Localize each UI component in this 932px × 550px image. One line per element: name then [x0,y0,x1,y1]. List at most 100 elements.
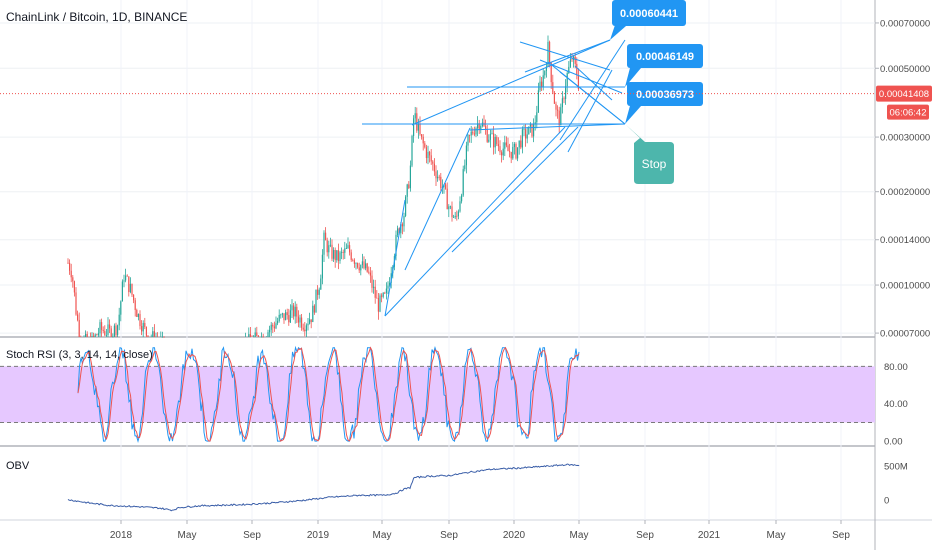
candle-body [113,325,115,337]
price-callout-pointer [625,102,641,124]
candle-body [520,140,522,148]
candle-body [291,305,293,311]
candle-body [432,161,434,164]
candle-body [145,326,147,336]
price-annotations[interactable]: 0.00060441 0.00046149 0.00036973 Stop [610,0,703,184]
candle-body [280,314,282,316]
candle-body [85,333,87,337]
time-tick-label: 2018 [110,530,133,541]
candle-body [419,123,421,135]
candle-body [553,92,555,104]
candle-body [417,123,419,131]
candle-body [400,224,402,234]
candle-body [563,98,565,100]
candle-body [537,90,539,113]
candle-body [278,314,280,322]
candle-body [533,124,535,137]
candle-body [270,324,272,330]
time-tick-label: 2020 [503,530,526,541]
candle-body [416,113,418,131]
candle-body [350,252,352,260]
candle-body [462,169,464,196]
stop-callout-label: Stop [642,157,667,171]
candle-body [110,328,112,337]
candle-body [448,206,450,210]
candle-body [531,124,533,137]
candle-body [304,329,306,332]
candle-body [446,188,448,210]
candle-body [521,129,523,148]
countdown-label-box [887,104,929,120]
candle-body [368,271,370,273]
time-tick-label: May [373,530,392,541]
last-price-label: 0.00041408 [879,89,929,100]
candle-body [112,336,114,338]
time-tick-label: 2021 [698,530,721,541]
price-callout-box[interactable] [627,82,703,106]
candle-body [461,195,463,202]
candle-body [430,155,432,162]
candle-body [317,289,319,295]
candle-body [329,244,331,246]
candle-body [547,41,549,67]
candle-body [144,322,146,327]
price-callout-box[interactable] [627,44,703,68]
candle-body [457,211,459,217]
obv-tick-label: 0 [884,496,889,507]
candle-body [494,137,496,148]
candle-body [107,324,109,336]
time-tick-label: Sep [440,530,458,541]
candle-body [309,319,311,324]
candle-body [401,224,403,227]
price-tick-label: 0.00030000 [880,133,930,144]
price-callout-label: 0.00036973 [636,89,694,101]
time-tick-label: Sep [832,530,850,541]
main-gridlines [0,0,875,520]
candle-body [413,118,415,137]
candle-body [117,325,119,336]
candle-body [358,267,360,271]
candle-body [288,315,290,323]
candle-body [248,334,250,337]
candle-body [353,260,355,264]
candle-body [499,146,501,153]
candle-body [542,75,544,87]
price-tick-label: 0.00007000 [880,329,930,340]
candle-body [333,249,335,259]
candle-body [435,171,437,179]
candle-body [433,163,435,172]
stop-callout-box[interactable] [625,124,674,184]
candle-body [513,143,515,147]
candle-body [459,201,461,212]
candle-body [299,317,301,323]
candle-body [389,282,391,286]
candle-body [493,133,495,148]
candle-body [445,184,447,189]
candle-body [277,321,279,324]
candle-body [558,110,560,126]
candle-body [70,270,72,278]
candle-body [334,249,336,261]
candle-body [272,324,274,327]
obv-line [67,463,580,512]
candle-body [269,329,271,333]
candle-body [480,125,482,130]
trend-line [451,126,579,253]
candle-body [405,196,407,216]
candle-body [505,142,507,146]
candle-body [449,206,451,208]
candle-body [297,316,299,323]
candle-body [472,131,474,134]
candle-body [147,335,149,337]
candle-body [576,63,578,76]
candle-body [283,313,285,321]
candle-body [425,147,427,159]
candle-body [557,109,559,111]
price-callout-box[interactable] [612,0,686,26]
stoch-d-line [77,346,580,442]
candle-body [137,314,139,318]
candle-body [152,331,154,337]
candle-body [414,113,416,119]
candle-body [464,165,466,170]
